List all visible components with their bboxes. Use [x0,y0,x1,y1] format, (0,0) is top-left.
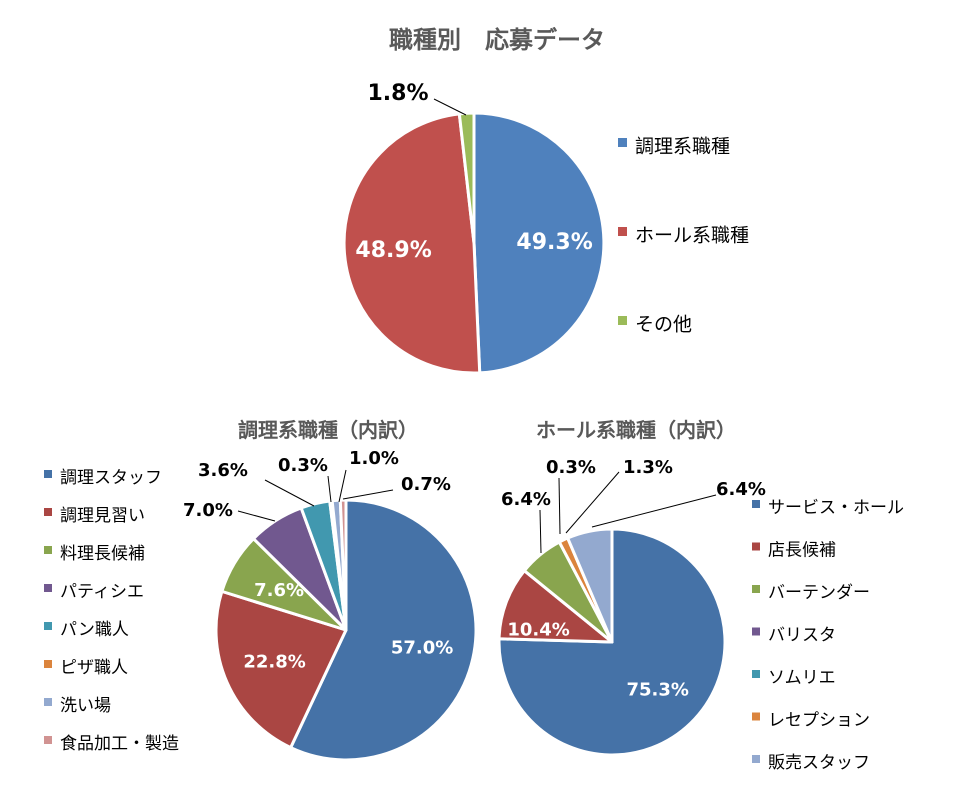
data-label: 75.3% [626,679,688,700]
legend-swatch [44,622,52,630]
data-label: 0.3% [278,455,328,476]
data-label: 0.7% [401,474,451,495]
leader-line [591,494,717,528]
data-label: 7.6% [254,580,304,601]
legend-entry: 調理スタッフ [60,468,162,488]
data-label: 1.0% [349,448,399,469]
leader-line [342,489,394,500]
legend-entry: バーテンダー [768,583,870,603]
pie-slice [289,498,478,762]
legend-swatch [752,755,760,763]
legend-swatch [618,138,627,147]
legend-swatch [44,698,52,706]
data-label: 0.3% [546,457,596,478]
data-label: 10.4% [507,620,569,641]
leader-line [539,509,542,554]
data-label: 49.3% [516,230,592,255]
pie-slice [566,527,614,644]
data-label: 7.0% [183,500,233,521]
legend-swatch [752,585,760,593]
leader-line [264,479,315,507]
legend-entry: 店長候補 [768,540,836,560]
legend-entry: 販売スタッフ [768,753,870,773]
leader-line [327,475,332,503]
legend-entry: レセプション [768,710,870,730]
legend-entry: ソムリエ [768,668,836,688]
leader-line [558,477,561,535]
legend-swatch [44,736,52,744]
chart-title: 職種別 応募データ [389,26,605,54]
legend-entry: 食品加工・製造 [60,734,179,754]
pie-slice [214,589,348,750]
legend-swatch [752,712,760,721]
pie-slice [457,111,476,245]
leader-line [237,510,276,522]
legend-swatch [752,627,760,636]
pie-chart-hall: ホール系職種（内訳）75.3%10.4%6.4%0.3% 1.3%6.4%サービス… [497,418,904,773]
legend-swatch [752,542,760,551]
legend-swatch [44,508,52,516]
legend-swatch [44,584,52,592]
leader-line [338,469,347,503]
legend-swatch [618,227,627,236]
data-label: 48.9% [355,238,431,263]
pie-slice [338,498,348,632]
data-label: 1.8% [367,81,428,106]
legend-entry: 洗い場 [60,696,111,716]
legend-entry: バリスタ [768,625,836,645]
data-label: 3.6% [198,460,248,481]
pie-slice [342,112,482,375]
legend-entry: パン職人 [60,620,129,640]
legend-entry: 料理長候補 [60,544,145,564]
leader-line [433,98,467,116]
data-label: 22.8% [243,652,305,673]
chart-title: ホール系職種（内訳） [536,418,736,442]
legend-swatch [44,660,52,668]
legend-swatch [752,670,760,678]
legend-swatch [752,500,760,508]
legend-entry: 調理系職種 [635,136,730,158]
legend-swatch [44,470,52,478]
legend-entry: 調理見習い [60,506,145,526]
data-label: 57.0% [391,637,453,658]
data-label: 1.3% [623,457,673,478]
legend-swatch [618,316,627,325]
legend-swatch [44,546,52,554]
legend-entry: ホール系職種 [635,225,749,247]
legend-entry: パティシエ [60,582,144,602]
leader-line [565,471,620,534]
data-label: 6.4% [501,489,551,510]
chart-title: 調理系職種（内訳） [238,418,418,442]
data-label: 6.4% [716,479,766,500]
legend-entry: ピザ職人 [60,658,128,678]
pie-slice [472,111,606,375]
pie-chart-kitchen: 調理系職種（内訳） 57.0% 22.8% 7.6% 7.0% 3.6% 0.3% 1.0%0… [44,418,478,762]
legend-entry: その他 [635,314,692,336]
legend-entry: サービス・ホール [768,498,904,518]
